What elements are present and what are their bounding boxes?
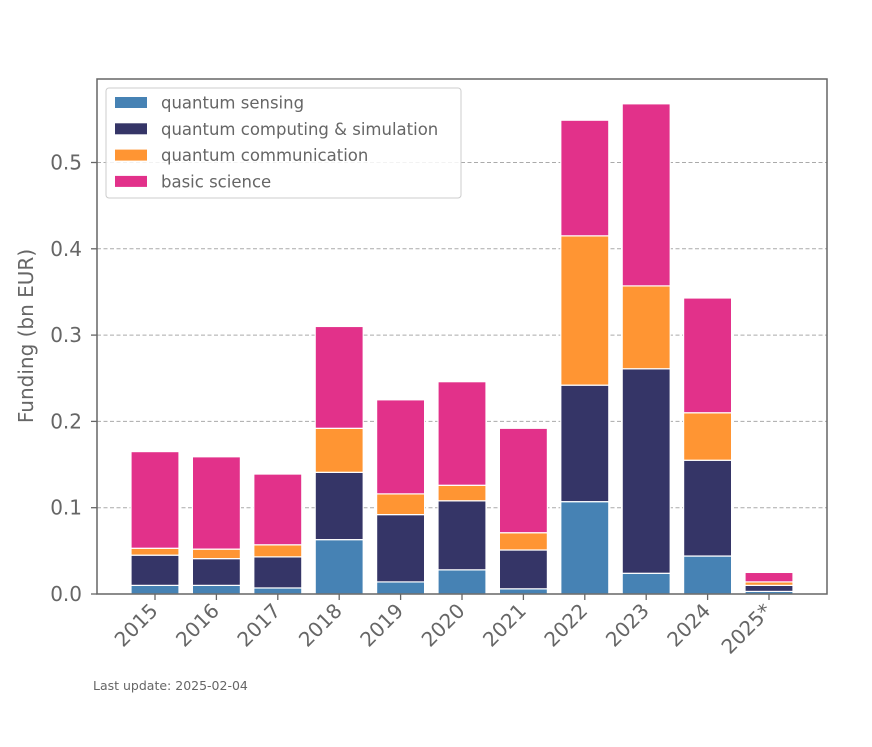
bar-basic-science-2018 (314, 325, 364, 429)
bar-quantum-communication-2015 (130, 547, 180, 556)
bar-basic-science-2021 (498, 427, 548, 534)
legend: quantum sensing quantum computing & simul… (105, 87, 462, 199)
bar-quantum-communication-2019 (376, 493, 426, 516)
y-tick-label: 0.1 (50, 496, 82, 520)
bar-basic-science-2025-star (744, 571, 794, 583)
bar-quantum-communication-2016 (191, 548, 241, 560)
bar-basic-science-2024 (682, 297, 733, 414)
bars (130, 103, 794, 595)
bar-quantum-sensing-2020 (437, 569, 487, 595)
x-tick-label: 2017 (232, 599, 285, 652)
bar-quantum-computing-simulation-2017 (253, 556, 303, 589)
x-tick-label: 2025* (716, 599, 776, 659)
x-tick-label: 2024 (662, 599, 715, 652)
bar-basic-science-2022 (560, 119, 610, 237)
y-tick-label: 0.5 (50, 151, 82, 175)
bar-quantum-sensing-2018 (314, 539, 364, 595)
bar-quantum-communication-2022 (560, 235, 610, 386)
legend-swatch (115, 149, 147, 161)
legend-swatch (115, 97, 147, 108)
bar-quantum-computing-simulation-2023 (621, 368, 671, 574)
bar-quantum-sensing-2024 (682, 555, 733, 595)
y-tick-label: 0.0 (50, 582, 82, 606)
bar-quantum-sensing-2023 (621, 572, 671, 595)
bar-basic-science-2019 (376, 399, 426, 495)
legend-label: quantum sensing (161, 94, 304, 113)
y-tick-label: 0.3 (50, 323, 82, 347)
bar-quantum-computing-simulation-2016 (191, 558, 241, 586)
bar-quantum-sensing-2022 (560, 501, 610, 595)
bar-quantum-computing-simulation-2021 (498, 549, 548, 590)
bar-quantum-communication-2017 (253, 544, 303, 558)
bar-quantum-sensing-2015 (130, 584, 180, 595)
bar-quantum-computing-simulation-2015 (130, 554, 180, 586)
bar-quantum-communication-2023 (621, 285, 671, 370)
x-axis: 2015 2016 2017 2018 2019 2020 2021 2022 2023 2024… (110, 594, 777, 659)
x-tick-label: 2021 (478, 599, 531, 652)
legend-label: basic science (161, 172, 271, 191)
bar-basic-science-2020 (437, 381, 487, 486)
x-tick-label: 2018 (294, 599, 347, 652)
legend-swatch (115, 123, 147, 135)
last-update-note: Last update: 2025-02-04 (93, 678, 248, 693)
bar-quantum-computing-simulation-2024 (682, 459, 733, 557)
bar-quantum-computing-simulation-2025-star (744, 584, 794, 593)
bar-basic-science-2016 (191, 456, 241, 550)
bar-quantum-communication-2024 (682, 412, 733, 461)
x-tick-label: 2016 (171, 599, 224, 652)
bar-quantum-communication-2021 (498, 532, 548, 551)
bar-quantum-computing-simulation-2022 (560, 384, 610, 503)
bar-quantum-communication-2018 (314, 427, 364, 473)
bar-basic-science-2023 (621, 103, 671, 287)
legend-box (105, 87, 462, 199)
bar-quantum-sensing-2017 (253, 587, 303, 595)
x-tick-label: 2015 (110, 599, 163, 652)
x-tick-label: 2019 (355, 599, 408, 652)
bar-quantum-communication-2020 (437, 484, 487, 502)
bar-quantum-sensing-2021 (498, 588, 548, 595)
y-axis: 0.0 0.1 0.2 0.3 0.4 0.5 (50, 151, 97, 606)
y-tick-label: 0.2 (50, 409, 82, 433)
bar-quantum-computing-simulation-2019 (376, 514, 426, 583)
bar-basic-science-2017 (253, 473, 303, 546)
x-tick-label: 2020 (417, 599, 470, 652)
bar-basic-science-2015 (130, 451, 180, 549)
bar-quantum-computing-simulation-2018 (314, 471, 364, 541)
legend-label: quantum communication (161, 146, 368, 165)
y-tick-label: 0.4 (50, 237, 82, 261)
legend-label: quantum computing & simulation (161, 120, 438, 139)
bar-quantum-computing-simulation-2020 (437, 500, 487, 571)
bar-quantum-sensing-2016 (191, 584, 241, 595)
y-axis-label: Funding (bn EUR) (14, 249, 38, 423)
legend-swatch (115, 175, 147, 187)
x-tick-label: 2022 (539, 599, 592, 652)
bar-quantum-sensing-2019 (376, 581, 426, 595)
x-tick-label: 2023 (601, 599, 654, 652)
